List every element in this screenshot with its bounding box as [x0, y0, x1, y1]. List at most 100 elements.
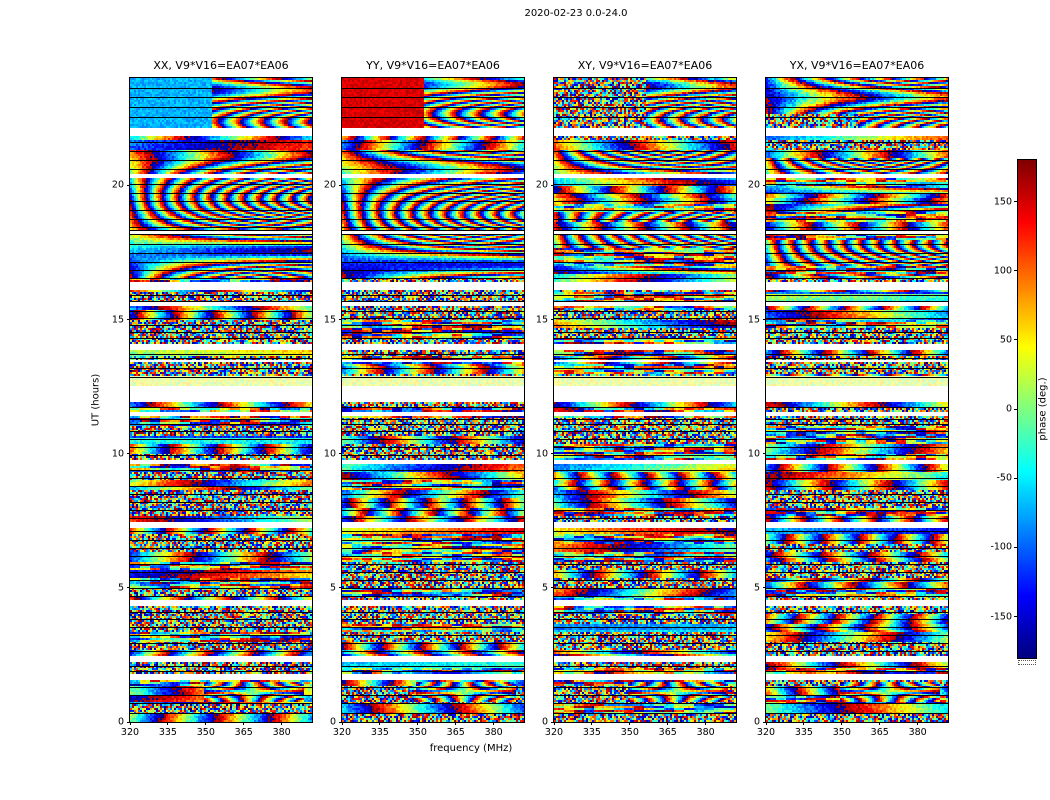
- x-tick-label: 335: [370, 727, 389, 738]
- x-tick-label: 320: [332, 727, 352, 738]
- y-tick-mark: [763, 319, 766, 320]
- x-tick-label: 380: [696, 727, 715, 738]
- y-tick-label: 20: [323, 179, 336, 191]
- x-tick-label: 335: [158, 727, 177, 738]
- y-tick-mark: [127, 721, 130, 723]
- x-tick-label: 350: [620, 727, 639, 738]
- y-tick-mark: [551, 587, 554, 589]
- x-tick-label: 350: [408, 727, 427, 738]
- colorbar-gradient: [1017, 159, 1037, 659]
- x-tick-mark: [629, 722, 631, 725]
- colorbar-tick-label: 50: [999, 334, 1012, 346]
- panel-title-xy: XY, V9*V16=EA07*EA06: [577, 59, 713, 72]
- x-tick-label: 320: [544, 727, 564, 738]
- colorbar-extend-box: [1018, 660, 1036, 665]
- colorbar-tick-mark: [1014, 477, 1018, 479]
- y-tick-mark: [127, 587, 130, 589]
- colorbar-label: phase (deg.): [1037, 377, 1049, 441]
- colorbar-tick-label: -100: [990, 541, 1012, 553]
- x-tick-mark: [379, 722, 381, 725]
- panel-title-yx: YX, V9*V16=EA07*EA06: [789, 59, 925, 72]
- y-tick-label: 10: [323, 447, 336, 459]
- x-tick-mark: [167, 722, 169, 725]
- panel-title-xx: XX, V9*V16=EA07*EA06: [153, 59, 289, 72]
- colorbar-tick-mark: [1014, 616, 1018, 617]
- y-tick-mark: [339, 319, 342, 320]
- x-tick-mark: [841, 722, 843, 725]
- y-tick-label: 20: [111, 179, 124, 191]
- y-tick-label: 20: [747, 179, 760, 191]
- x-axis-label: frequency (MHz): [429, 743, 513, 754]
- x-tick-label: 320: [120, 727, 140, 738]
- colorbar-tick-label: -50: [996, 472, 1012, 484]
- y-tick-label: 0: [329, 716, 336, 728]
- y-tick-label: 5: [329, 582, 336, 594]
- y-tick-label: 10: [111, 447, 124, 459]
- x-tick-mark: [917, 722, 919, 725]
- y-tick-label: 5: [541, 582, 548, 594]
- panel-title-yy: YY, V9*V16=EA07*EA06: [366, 59, 500, 72]
- x-tick-label: 320: [756, 727, 776, 738]
- x-tick-mark: [281, 722, 283, 725]
- x-tick-label: 350: [832, 727, 851, 738]
- y-tick-mark: [551, 319, 554, 320]
- y-tick-label: 0: [753, 716, 760, 728]
- colorbar-tick-label: 100: [993, 264, 1012, 276]
- x-tick-mark: [205, 722, 207, 725]
- y-tick-mark: [127, 453, 130, 455]
- x-tick-mark: [879, 722, 881, 725]
- x-tick-label: 365: [870, 727, 889, 738]
- x-tick-mark: [553, 722, 555, 725]
- y-tick-label: 15: [323, 313, 336, 325]
- colorbar-tick-label: 0: [1005, 403, 1012, 415]
- heatmap-panel-yy: [341, 77, 525, 723]
- colorbar-tick-label: -150: [990, 610, 1012, 622]
- y-tick-label: 15: [111, 313, 124, 325]
- colorbar-tick-mark: [1014, 270, 1018, 272]
- x-tick-label: 335: [582, 727, 601, 738]
- x-tick-mark: [765, 722, 767, 725]
- y-tick-label: 20: [535, 179, 548, 191]
- y-tick-label: 5: [117, 582, 124, 594]
- heatmap-panel-yx: [765, 77, 949, 723]
- colorbar-tick-mark: [1014, 408, 1018, 410]
- x-tick-mark: [667, 722, 669, 725]
- x-tick-label: 365: [234, 727, 253, 738]
- x-tick-mark: [591, 722, 593, 725]
- x-tick-label: 380: [272, 727, 291, 738]
- y-tick-label: 15: [535, 313, 548, 325]
- colorbar-tick-mark: [1014, 201, 1018, 202]
- y-tick-mark: [127, 184, 130, 186]
- y-tick-mark: [339, 453, 342, 455]
- y-tick-mark: [763, 721, 766, 723]
- y-tick-label: 0: [117, 716, 124, 728]
- y-tick-label: 0: [541, 716, 548, 728]
- y-tick-mark: [127, 319, 130, 320]
- x-tick-mark: [705, 722, 707, 725]
- heatmap-panel-xx: [129, 77, 313, 723]
- y-tick-label: 5: [753, 582, 760, 594]
- x-tick-mark: [341, 722, 343, 725]
- y-tick-label: 10: [535, 447, 548, 459]
- x-tick-label: 365: [658, 727, 677, 738]
- y-tick-mark: [339, 587, 342, 589]
- x-tick-label: 350: [196, 727, 215, 738]
- x-tick-label: 335: [794, 727, 813, 738]
- x-tick-label: 380: [908, 727, 927, 738]
- x-tick-mark: [243, 722, 245, 725]
- y-tick-mark: [551, 721, 554, 723]
- y-tick-mark: [763, 587, 766, 589]
- x-tick-mark: [803, 722, 805, 725]
- y-tick-label: 15: [747, 313, 760, 325]
- colorbar-tick-mark: [1014, 546, 1018, 548]
- y-tick-mark: [551, 453, 554, 455]
- x-tick-label: 380: [484, 727, 503, 738]
- y-tick-mark: [339, 184, 342, 186]
- heatmap-panel-xy: [553, 77, 737, 723]
- y-tick-mark: [763, 453, 766, 455]
- y-tick-mark: [551, 184, 554, 186]
- colorbar-tick-mark: [1014, 339, 1018, 341]
- y-tick-mark: [763, 184, 766, 186]
